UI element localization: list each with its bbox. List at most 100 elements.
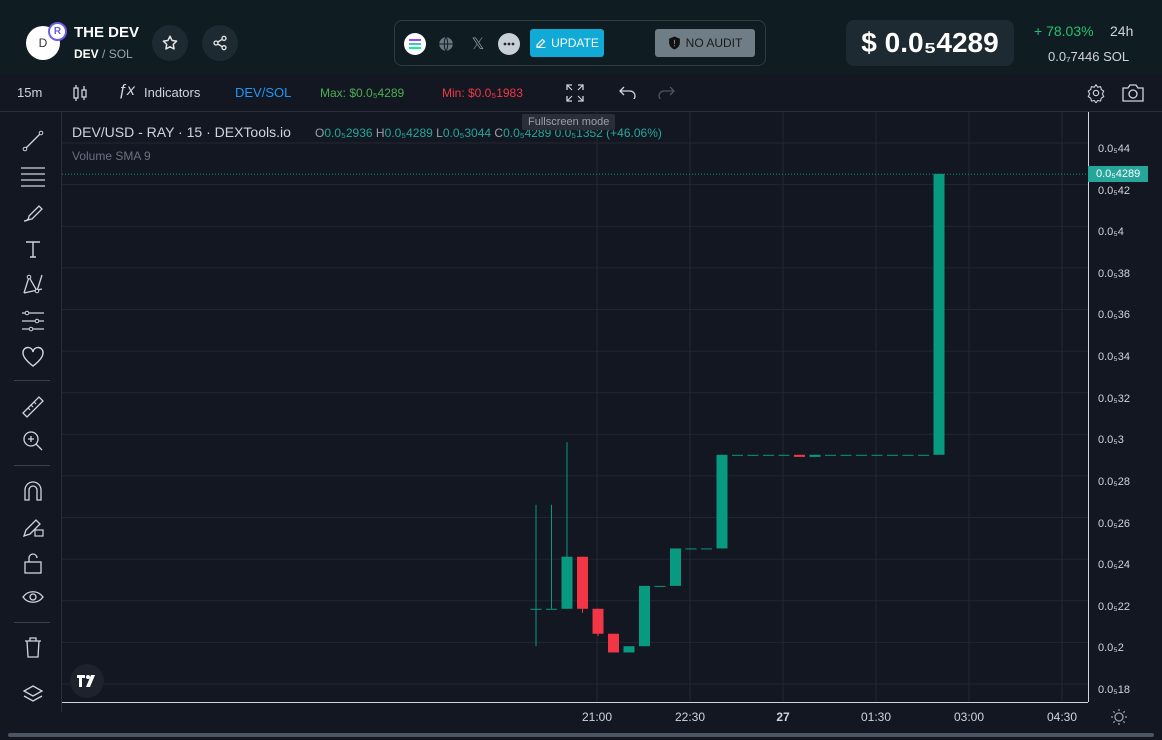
undo-icon [619,86,636,99]
fullscreen-button[interactable] [566,84,584,102]
candle-body [732,454,743,456]
candle-body [794,454,805,457]
candle-body [902,454,914,456]
share-icon [213,35,227,51]
favorite-button[interactable] [152,25,188,61]
undo-button[interactable] [619,85,637,99]
token-header: D R THE DEV DEV / SOL 𝕏 UPDATE [0,0,1162,74]
pair-separator: / [98,47,109,61]
screenshot-button[interactable] [1122,84,1144,102]
solana-icon[interactable] [404,33,426,55]
audit-label: NO AUDIT [685,36,743,50]
icon-tool[interactable] [18,342,48,372]
x-icon[interactable]: 𝕏 [471,36,485,53]
token-pair: DEV / SOL [74,47,133,61]
tool-separator [14,465,50,466]
tool-separator [14,380,50,381]
indicators-button[interactable]: Indicators [144,85,201,100]
candle-body [561,556,573,609]
min-price-label: Min: $0.0₅1983 [442,86,523,100]
candle-body [530,608,542,610]
candle-body [918,454,929,456]
pattern-tool[interactable] [18,270,48,300]
no-audit-button[interactable]: NO AUDIT [655,29,755,57]
price-axis-label: 0.0₅44 [1098,143,1130,155]
price-axis-label: 0.0₅36 [1098,309,1130,322]
edit-icon [536,38,546,48]
zoom-tool[interactable] [18,426,48,456]
camera-icon [1122,84,1144,102]
candle-body [933,173,945,455]
candle-body [716,454,728,549]
candle-body [608,633,619,653]
prediction-tool[interactable] [18,306,48,336]
price-axis-label: 0.0₅28 [1098,475,1130,488]
candle-body [871,454,883,456]
max-price-label: Max: $0.0₅4289 [320,86,405,100]
object-tree-tool[interactable] [18,680,48,710]
candle-body [825,454,836,456]
price-chart[interactable] [62,112,1088,702]
sol-price: 0.0₇7446 SOL [1048,49,1130,64]
chart-scrollbar[interactable] [8,733,1154,737]
candle-body [701,548,712,550]
trash-icon [25,637,41,658]
fib-tool[interactable] [18,162,48,192]
star-icon [162,35,178,50]
candle-body [856,454,867,456]
ohlc-high: 0.0₅4289 [384,126,433,140]
zoom-in-icon [23,431,43,451]
candle-body [639,585,650,647]
candle-body [685,548,697,550]
axis-settings-button[interactable] [1110,708,1128,726]
tradingview-logo[interactable] [70,664,104,698]
more-icon[interactable] [498,33,520,55]
ohlc-high-label: H [375,126,385,140]
magnet-icon [24,481,42,501]
ohlc-open-label: O [315,126,325,140]
brush-tool[interactable] [18,198,48,228]
candle-body [577,556,588,609]
time-axis[interactable]: 21:00 22:30 27 01:30 03:00 04:30 [62,702,1088,732]
price-axis-label: 0.0₅32 [1098,392,1130,405]
update-button[interactable]: UPDATE [530,29,604,57]
pattern-icon [23,274,43,294]
candle-body [840,454,852,456]
chart-toolbar: 15m ƒx Indicators DEV/SOL Max: $0.0₅4289… [0,74,1162,112]
volume-sma-label[interactable]: Volume SMA 9 [72,149,151,163]
drawing-mode-tool[interactable] [18,512,48,542]
price-axis-label: 0.0₅42 [1098,184,1130,197]
share-button[interactable] [202,25,238,61]
time-axis-label: 03:00 [953,710,985,724]
lock-tool[interactable] [18,548,48,578]
tradingview-icon [77,675,95,687]
time-axis-label: 27 [776,710,790,724]
text-icon [26,241,40,258]
remove-tool[interactable] [18,632,48,662]
candle-body [654,585,666,587]
measure-tool[interactable] [18,392,48,422]
ohlc-close-label: C [494,126,504,140]
candle-body [809,454,821,457]
pencil-lock-icon [22,519,44,538]
price-axis[interactable]: 0.0₅44 0.0₅42 0.0₅4 0.0₅38 0.0₅36 0.0₅34 0.0₅3… [1088,112,1162,702]
trendline-tool[interactable] [18,126,48,156]
magnet-tool[interactable] [18,476,48,506]
candle-type-button[interactable] [72,84,88,102]
ohlc-low-label: L [436,126,443,140]
price-axis-label: 0.0₅2 [1098,642,1124,655]
candle-body [763,454,774,456]
price-axis-label: 0.0₅24 [1098,559,1130,572]
price-axis-label: 0.0₅18 [1098,684,1130,696]
tool-separator [14,622,50,623]
text-tool[interactable] [18,234,48,264]
hide-tool[interactable] [18,584,48,614]
symbol-button[interactable]: DEV/SOL [235,85,292,100]
globe-icon[interactable] [435,33,457,55]
gear-icon [1087,84,1105,103]
redo-button[interactable] [657,85,675,99]
fullscreen-tooltip: Fullscreen mode [522,114,616,130]
eye-icon [22,591,44,603]
interval-button[interactable]: 15m [17,85,43,100]
chart-settings-button[interactable] [1086,83,1106,103]
